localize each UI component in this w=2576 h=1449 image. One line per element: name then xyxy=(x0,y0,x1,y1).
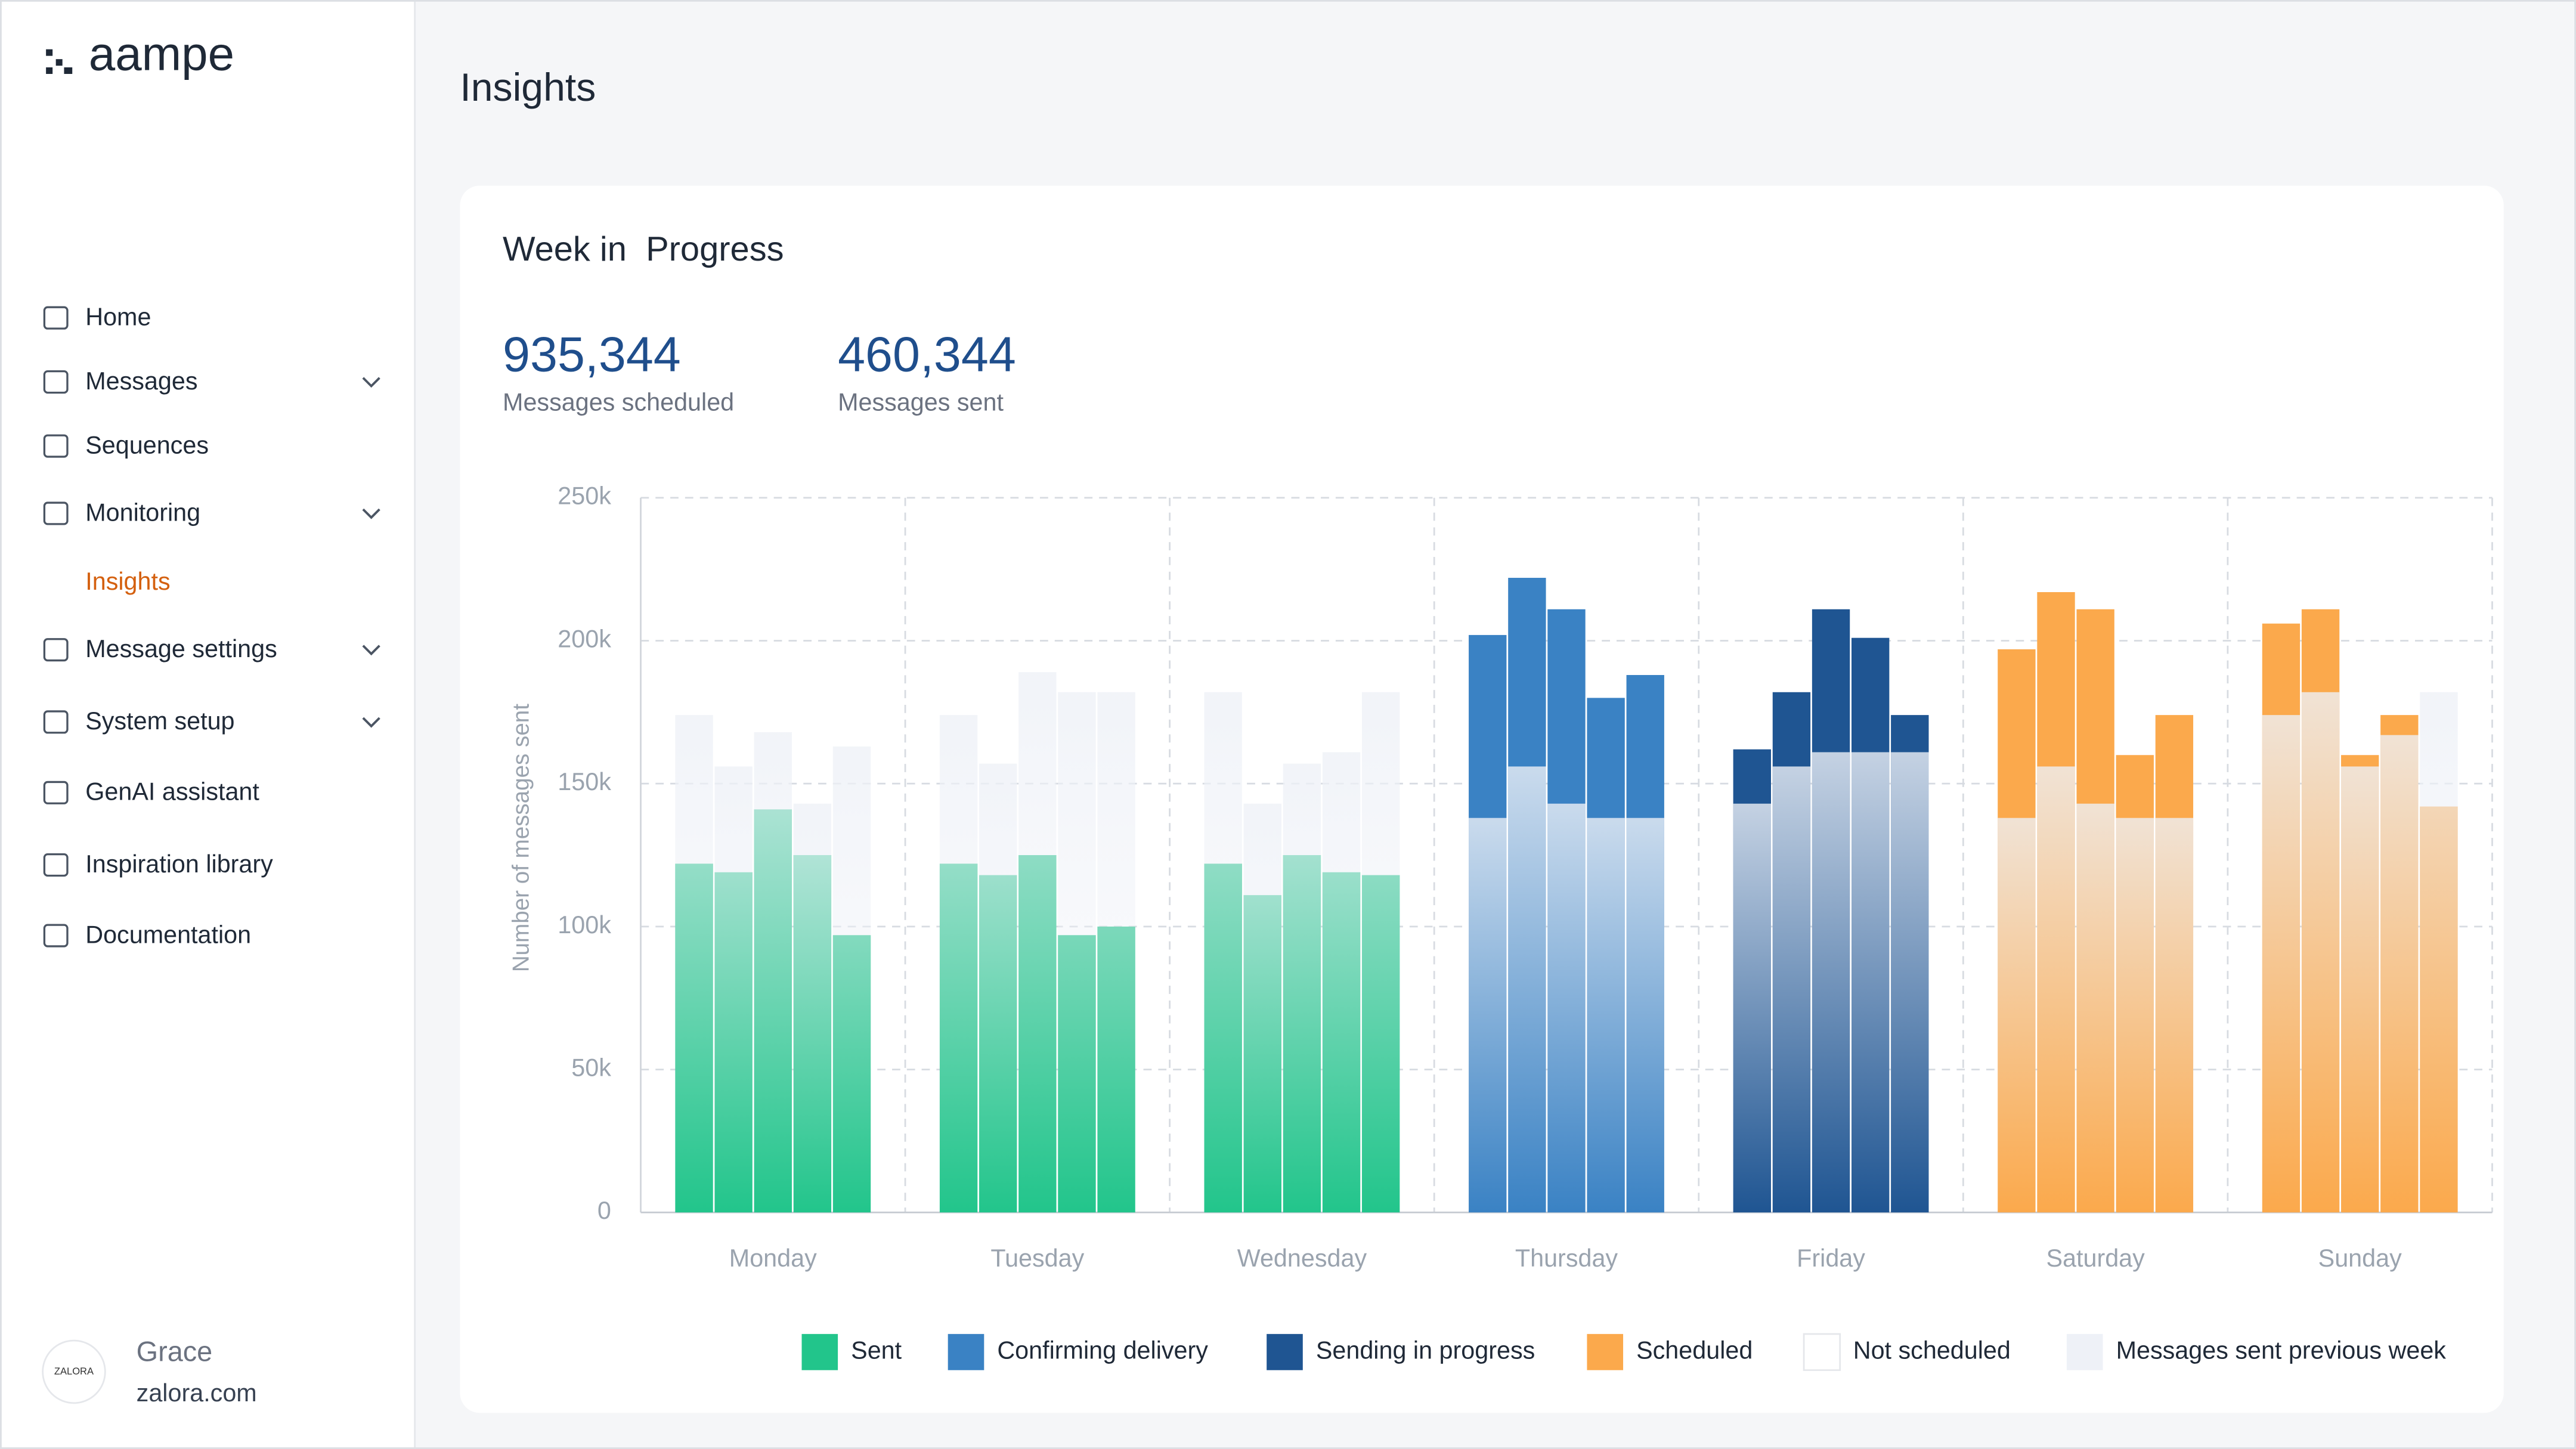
nav-item[interactable]: Messages xyxy=(85,367,197,395)
user-org: zalora.com xyxy=(137,1379,257,1407)
previous-week-bar xyxy=(1998,818,2036,1213)
sidebar xyxy=(0,0,416,1449)
previous-week-bar xyxy=(1812,752,1850,1213)
x-tick-label: Tuesday xyxy=(990,1244,1084,1272)
nav-item[interactable]: Sequences xyxy=(85,431,209,459)
previous-week-bar xyxy=(1587,818,1625,1213)
legend-label: Sent xyxy=(851,1336,902,1364)
previous-week-bar xyxy=(2155,818,2194,1213)
previous-week-bar xyxy=(1508,766,1546,1213)
previous-week-bar xyxy=(1322,752,1361,1213)
nav-icon xyxy=(43,924,69,948)
y-tick-label: 150k xyxy=(558,768,611,795)
nav-icon xyxy=(43,781,69,804)
previous-week-bar xyxy=(1852,752,1890,1213)
y-tick-label: 250k xyxy=(558,482,611,510)
user-name: Grace xyxy=(137,1336,213,1367)
legend-swatch xyxy=(1267,1334,1303,1370)
legend-swatch xyxy=(1803,1333,1841,1371)
previous-week-bar xyxy=(2262,715,2301,1213)
previous-week-bar xyxy=(1772,766,1811,1213)
previous-week-bar xyxy=(1891,752,1929,1213)
y-tick-label: 50k xyxy=(571,1054,611,1081)
previous-week-bar xyxy=(832,746,871,1213)
avatar[interactable] xyxy=(42,1339,106,1404)
nav-item[interactable]: Home xyxy=(85,303,151,330)
legend-label: Messages sent previous week xyxy=(2116,1336,2447,1364)
stat-label: Messages sent xyxy=(838,389,1004,416)
previous-week-bar xyxy=(714,766,753,1213)
nav-item[interactable]: Message settings xyxy=(85,635,277,662)
legend-swatch xyxy=(2066,1334,2103,1370)
nav-icon xyxy=(43,501,69,525)
previous-week-bar xyxy=(793,803,832,1213)
x-tick-label: Saturday xyxy=(2046,1244,2145,1272)
previous-week-bar xyxy=(1469,818,1507,1213)
logo-icon xyxy=(46,49,73,74)
nav-item[interactable]: Documentation xyxy=(85,921,251,948)
previous-week-bar xyxy=(675,715,713,1213)
y-axis-label: Number of messages sent xyxy=(508,704,534,972)
y-tick-label: 200k xyxy=(558,625,611,652)
legend-swatch xyxy=(1587,1334,1624,1370)
nav-icon xyxy=(43,638,69,662)
chevron xyxy=(362,377,380,388)
nav-icon xyxy=(43,853,69,877)
y-tick-label: 0 xyxy=(597,1197,611,1224)
chevron xyxy=(362,645,380,656)
previous-week-bar xyxy=(2420,692,2458,1213)
previous-week-bar xyxy=(2076,803,2114,1213)
card-title: Week in Progress xyxy=(503,230,784,268)
legend-label: Sending in progress xyxy=(1316,1336,1535,1364)
nav-item[interactable]: System setup xyxy=(85,707,234,735)
nav-icon xyxy=(43,434,69,458)
nav-item[interactable]: Monitoring xyxy=(85,499,200,526)
previous-week-bar xyxy=(1283,763,1321,1213)
nav-item[interactable]: Insights xyxy=(85,568,170,595)
logo[interactable]: aampe xyxy=(89,27,234,80)
previous-week-bar xyxy=(1733,803,1771,1213)
nav-item[interactable]: GenAI assistant xyxy=(85,778,259,806)
legend-swatch xyxy=(801,1334,838,1370)
legend-label: Confirming delivery xyxy=(997,1336,1208,1364)
previous-week-bar xyxy=(1204,692,1242,1213)
legend-label: Not scheduled xyxy=(1853,1336,2011,1364)
previous-week-bar xyxy=(1097,692,1135,1213)
nav-icon xyxy=(43,370,69,394)
previous-week-bar xyxy=(939,715,978,1213)
previous-week-bar xyxy=(2037,766,2075,1213)
stat-value: 935,344 xyxy=(503,326,681,382)
previous-week-bar xyxy=(1626,818,1664,1213)
nav-icon xyxy=(43,306,69,330)
x-tick-label: Monday xyxy=(729,1244,817,1272)
x-tick-label: Thursday xyxy=(1515,1244,1618,1272)
x-tick-label: Wednesday xyxy=(1237,1244,1367,1272)
previous-week-bar xyxy=(1361,692,1400,1213)
x-tick-label: Sunday xyxy=(2318,1244,2402,1272)
nav-item[interactable]: Inspiration library xyxy=(85,850,273,878)
chevron xyxy=(362,508,380,519)
legend-swatch xyxy=(948,1334,984,1370)
previous-week-bar xyxy=(1058,692,1096,1213)
previous-week-bar xyxy=(754,732,792,1213)
y-tick-label: 100k xyxy=(558,911,611,939)
nav-icon xyxy=(43,710,69,734)
previous-week-bar xyxy=(1018,672,1057,1213)
previous-week-bar xyxy=(2116,818,2154,1213)
previous-week-bar xyxy=(2380,735,2419,1213)
avatar-text: ZALORA xyxy=(54,1366,94,1377)
previous-week-bar xyxy=(1547,803,1586,1213)
legend-label: Scheduled xyxy=(1636,1336,1753,1364)
x-tick-label: Friday xyxy=(1797,1244,1865,1272)
previous-week-bar xyxy=(2301,692,2340,1213)
chevron xyxy=(362,717,380,728)
previous-week-bar xyxy=(979,763,1017,1213)
stat-label: Messages scheduled xyxy=(503,389,734,416)
previous-week-bar xyxy=(1243,803,1281,1213)
page-title: Insights xyxy=(460,66,596,110)
previous-week-bar xyxy=(2341,766,2379,1213)
stat-value: 460,344 xyxy=(838,326,1016,382)
